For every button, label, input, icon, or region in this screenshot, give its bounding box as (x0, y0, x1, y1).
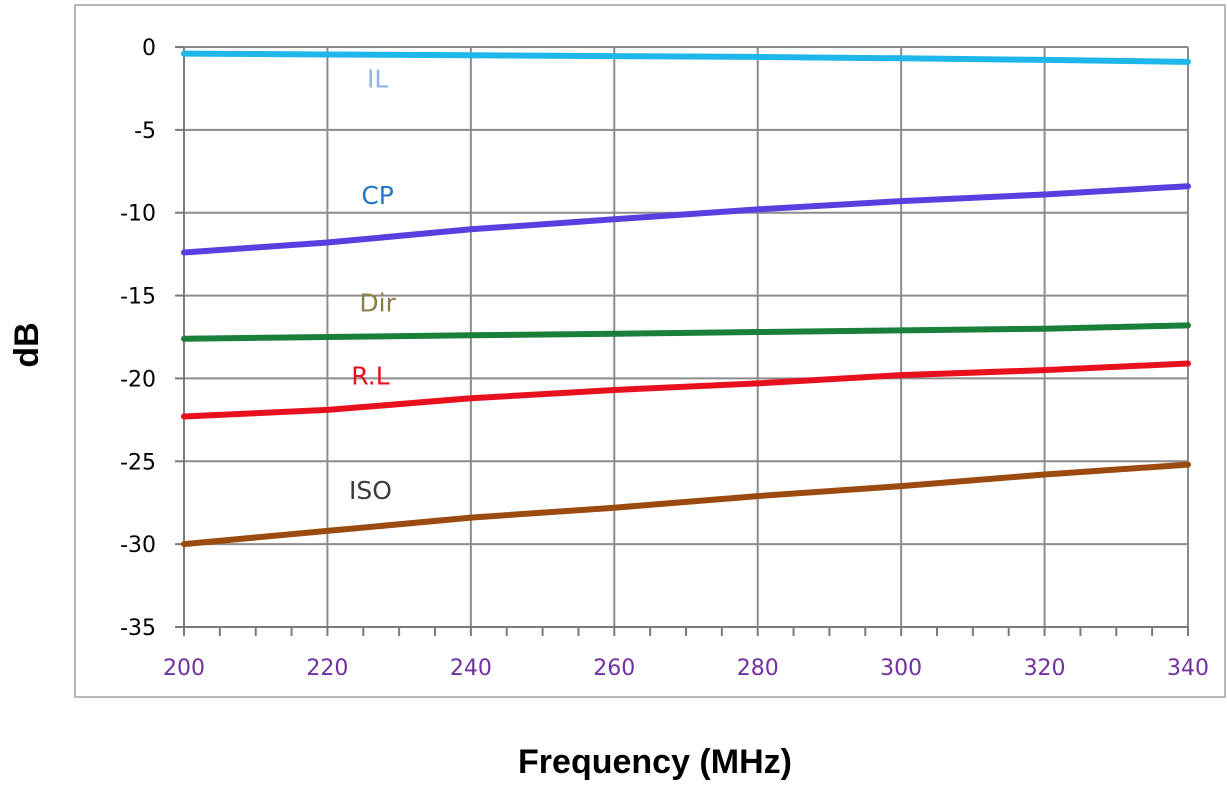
y-tick-label: -15 (120, 285, 156, 310)
series-labels: IL CP Dir R.L ISO (349, 65, 397, 505)
chart-frame (74, 4, 1226, 698)
x-axis-title: Frequency (MHz) (518, 743, 792, 781)
series-line-iso (181, 461, 1191, 548)
y-tick-label: -10 (120, 202, 156, 227)
y-axis-title: dB (8, 322, 46, 367)
x-tick-label: 240 (450, 656, 492, 681)
y-axis-ticks: 0 -5 -10 -15 -20 -25 -30 -35 (120, 36, 156, 641)
series-line-cp (181, 183, 1191, 256)
series-line-dir (181, 322, 1191, 342)
y-tick-label: -5 (134, 119, 156, 144)
x-tick-label: 280 (737, 656, 779, 681)
y-tick-label: -25 (120, 450, 156, 475)
y-tick-label: -20 (120, 367, 156, 392)
x-tick-label: 300 (880, 656, 922, 681)
x-tick-label: 260 (593, 656, 635, 681)
x-tick-label: 340 (1167, 656, 1209, 681)
y-tick-label: 0 (142, 36, 156, 61)
x-tick-label: 320 (1024, 656, 1066, 681)
series-label: ISO (349, 476, 392, 505)
series-group (181, 50, 1191, 548)
grid (183, 46, 1189, 628)
series-line-il (181, 50, 1191, 65)
series-label: R.L (351, 361, 389, 390)
series-line-r-l (181, 360, 1191, 420)
series-label: IL (367, 65, 388, 94)
y-tick-label: -35 (120, 616, 156, 641)
x-tick-label: 200 (163, 656, 205, 681)
x-tick-label: 220 (306, 656, 348, 681)
x-axis-ticks: 200 220 240 260 280 300 320 340 (163, 656, 1209, 681)
y-tick-label: -30 (120, 533, 156, 558)
series-label: Dir (359, 288, 396, 317)
series-label: CP (361, 181, 394, 210)
